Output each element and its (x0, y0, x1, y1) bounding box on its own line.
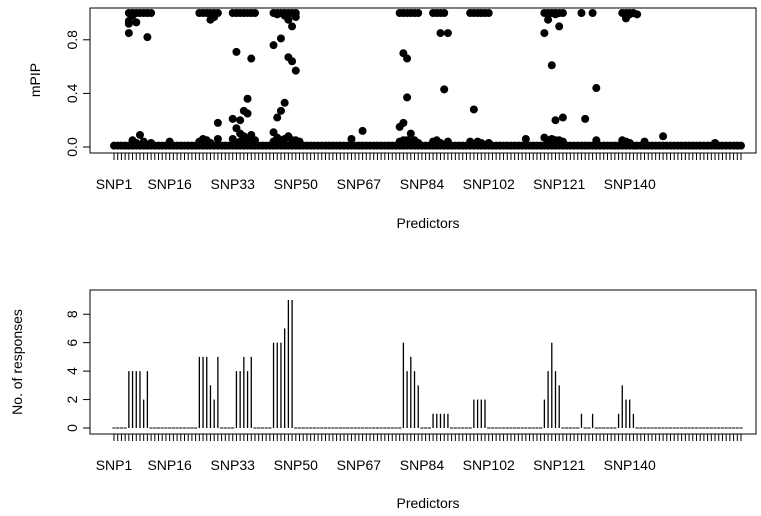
x-tick-label: SNP50 (274, 176, 319, 192)
responses-x-axis: SNP1 SNP16 SNP33 SNP50 SNP67 SNP84 SNP102 SNP12… (96, 434, 742, 473)
y-tick-label: 6 (64, 339, 80, 347)
mpip-point (555, 22, 564, 31)
mpip-point (276, 34, 285, 43)
mpip-x-axis-label: Predictors (396, 215, 459, 231)
mpip-y-axis-label: mPIP (27, 63, 43, 97)
mpip-point (414, 9, 423, 17)
x-tick-label: SNP67 (337, 457, 382, 473)
mpip-y-axis: 0.0 0.4 0.8 (64, 30, 91, 157)
mpip-point (243, 109, 252, 118)
mpip-point (551, 116, 560, 125)
mpip-point (443, 29, 452, 38)
mpip-point (737, 141, 745, 150)
y-tick-label: 0.8 (64, 30, 80, 50)
mpip-x-axis: SNP1 SNP16 SNP33 SNP50 SNP67 SNP84 SNP102 SNP12… (96, 153, 742, 192)
mpip-point (280, 98, 289, 107)
mpip-point (213, 118, 222, 127)
y-tick-label: 2 (64, 395, 80, 403)
x-tick-label: SNP1 (96, 176, 133, 192)
mpip-point (288, 57, 297, 66)
x-tick-label: SNP102 (463, 176, 515, 192)
mpip-point (124, 19, 133, 28)
y-tick-label: 0.4 (64, 83, 80, 103)
mpip-point (592, 84, 601, 93)
mpip-point (273, 113, 282, 122)
y-tick-label: 0 (64, 424, 80, 432)
x-tick-label: SNP102 (463, 457, 515, 473)
mpip-point (440, 85, 449, 94)
mpip-point (484, 9, 493, 17)
mpip-point (403, 54, 412, 63)
responses-y-axis-label: No. of responses (9, 309, 25, 415)
mpip-point (659, 132, 668, 141)
mpip-point (291, 66, 300, 75)
mpip-point (135, 130, 144, 139)
responses-y-axis: 0 2 4 6 8 (64, 310, 91, 432)
mpip-point (232, 47, 241, 56)
mpip-point (213, 134, 222, 143)
x-tick-label: SNP50 (274, 457, 319, 473)
x-tick-label: SNP33 (211, 457, 256, 473)
x-tick-label: SNP121 (533, 176, 585, 192)
mpip-point (440, 9, 449, 17)
mpip-point (633, 10, 642, 19)
mpip-point (247, 54, 256, 63)
x-tick-label: SNP67 (337, 176, 382, 192)
mpip-point (124, 29, 133, 38)
x-tick-label: SNP140 (604, 176, 656, 192)
mpip-points (110, 9, 745, 150)
x-tick-label: SNP84 (400, 176, 445, 192)
responses-bars (112, 300, 743, 429)
mpip-point (544, 15, 553, 24)
x-tick-label: SNP84 (400, 457, 445, 473)
responses-x-axis-label: Predictors (396, 495, 459, 511)
mpip-point (521, 134, 530, 143)
x-tick-label: SNP121 (533, 457, 585, 473)
x-tick-label: SNP16 (147, 176, 192, 192)
responses-plot-frame (89, 289, 757, 435)
mpip-point (250, 9, 259, 17)
y-tick-label: 4 (64, 367, 80, 375)
mpip-point (243, 94, 252, 103)
mpip-point (558, 9, 567, 17)
mpip-point (291, 13, 300, 22)
mpip-point (132, 18, 141, 27)
mpip-point (269, 41, 278, 50)
mpip-scatter-panel: 0.00.40.8 SNP1 SNP16 SNP33 SNP50 SNP67 SNP84 S… (27, 7, 757, 231)
mpip-point (399, 118, 408, 127)
mpip-point (147, 9, 156, 17)
responses-bar-panel: 0 2 4 6 8 SNP1 SNP16 SNP33 SNP50 SNP67 SNP84 SNP10… (9, 289, 757, 511)
mpip-point (540, 29, 549, 38)
mpip-point (236, 116, 245, 125)
mpip-point (403, 93, 412, 102)
mpip-point (469, 105, 478, 114)
mpip-point (588, 9, 597, 17)
x-tick-label: SNP1 (96, 457, 133, 473)
mpip-point (436, 29, 445, 38)
mpip-point (213, 9, 222, 17)
x-tick-label: SNP140 (604, 457, 656, 473)
mpip-point (347, 134, 356, 143)
mpip-point (577, 9, 586, 17)
mpip-point (581, 114, 590, 123)
mpip-point (558, 113, 567, 122)
mpip-point (288, 22, 297, 31)
y-tick-label: 8 (64, 310, 80, 318)
y-tick-label: 0.0 (64, 137, 80, 157)
x-tick-label: SNP33 (211, 176, 256, 192)
mpip-point (547, 61, 556, 70)
mpip-point (228, 114, 237, 123)
x-tick-label: SNP16 (147, 457, 192, 473)
mpip-point (284, 15, 293, 24)
mpip-point (143, 33, 152, 42)
mpip-point (358, 126, 367, 135)
mpip-point (276, 106, 285, 115)
mpip-plot-frame (89, 7, 757, 154)
mpip-point (406, 129, 415, 138)
